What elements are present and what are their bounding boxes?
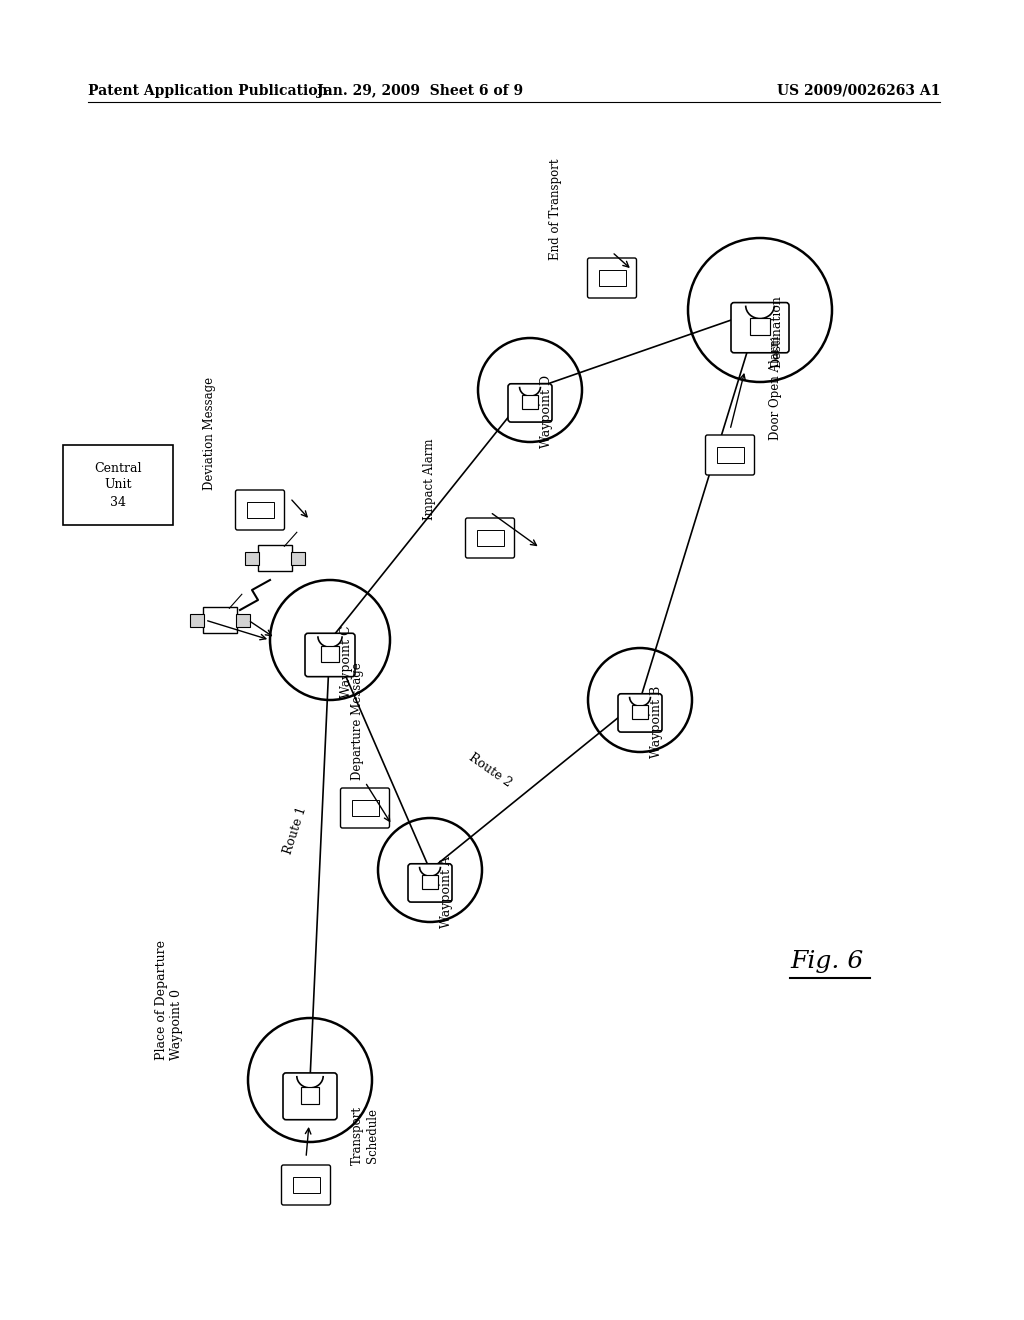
FancyBboxPatch shape [706, 436, 755, 475]
FancyBboxPatch shape [618, 694, 662, 733]
FancyBboxPatch shape [598, 269, 626, 286]
FancyBboxPatch shape [588, 257, 637, 298]
FancyBboxPatch shape [291, 552, 305, 565]
Text: Transport
Schedule: Transport Schedule [351, 1106, 379, 1166]
FancyBboxPatch shape [305, 634, 355, 677]
FancyBboxPatch shape [283, 1073, 337, 1119]
Text: Central
Unit
34: Central Unit 34 [94, 462, 141, 508]
Text: Waypoint D: Waypoint D [540, 375, 553, 447]
FancyBboxPatch shape [408, 863, 452, 902]
Text: Deviation Message: Deviation Message [204, 378, 216, 490]
Text: Place of Departure
Waypoint 0: Place of Departure Waypoint 0 [155, 940, 183, 1060]
FancyBboxPatch shape [258, 545, 292, 570]
Text: Waypoint C: Waypoint C [340, 626, 353, 698]
FancyBboxPatch shape [282, 1166, 331, 1205]
FancyBboxPatch shape [717, 447, 743, 463]
FancyBboxPatch shape [351, 800, 379, 816]
FancyBboxPatch shape [731, 302, 790, 352]
FancyBboxPatch shape [293, 1177, 319, 1193]
Text: Fig. 6: Fig. 6 [790, 950, 863, 973]
Text: Departure Message: Departure Message [351, 663, 365, 780]
Text: US 2009/0026263 A1: US 2009/0026263 A1 [776, 84, 940, 98]
Text: Impact Alarm: Impact Alarm [424, 438, 436, 520]
FancyBboxPatch shape [341, 788, 389, 828]
FancyBboxPatch shape [466, 517, 514, 558]
Text: Route 1: Route 1 [282, 804, 309, 855]
FancyBboxPatch shape [322, 647, 339, 661]
FancyBboxPatch shape [245, 552, 259, 565]
FancyBboxPatch shape [190, 614, 205, 627]
FancyBboxPatch shape [522, 396, 538, 409]
Text: End of Transport: End of Transport [549, 158, 561, 260]
Text: Waypoint B: Waypoint B [650, 686, 663, 758]
FancyBboxPatch shape [633, 705, 647, 719]
Text: Destination: Destination [770, 296, 783, 368]
FancyBboxPatch shape [204, 607, 237, 632]
FancyBboxPatch shape [247, 502, 273, 519]
FancyBboxPatch shape [508, 384, 552, 422]
Text: Route 2: Route 2 [466, 751, 514, 789]
FancyBboxPatch shape [236, 490, 285, 531]
FancyBboxPatch shape [301, 1088, 319, 1104]
FancyBboxPatch shape [236, 614, 250, 627]
FancyBboxPatch shape [63, 445, 173, 525]
Text: Jan. 29, 2009  Sheet 6 of 9: Jan. 29, 2009 Sheet 6 of 9 [317, 84, 523, 98]
Text: Patent Application Publication: Patent Application Publication [88, 84, 328, 98]
FancyBboxPatch shape [422, 875, 437, 888]
FancyBboxPatch shape [476, 529, 504, 546]
FancyBboxPatch shape [750, 318, 770, 335]
Text: Door Open Alarm: Door Open Alarm [768, 335, 781, 440]
Text: Waypoint A: Waypoint A [440, 855, 453, 928]
